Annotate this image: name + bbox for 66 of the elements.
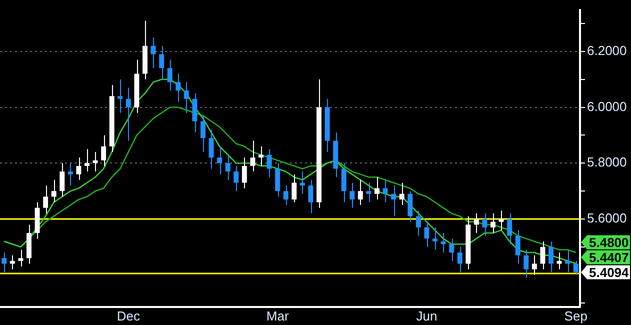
candlestick [60,162,65,198]
y-tick-label: 5.6000 [587,210,627,226]
candlestick [208,129,214,170]
candlestick [283,184,288,206]
candlestick [424,221,430,248]
candlestick [573,260,578,276]
candlestick [374,176,380,200]
candlestick [548,240,554,273]
candlestick [507,212,512,245]
candlestick [242,157,247,189]
candlestick [399,182,404,206]
candlestick [51,179,56,203]
candlestick [350,182,355,208]
candlestick [126,87,131,142]
candlestick [515,230,520,264]
candlestick [150,36,156,69]
candlestick [192,92,198,133]
y-tick-label: 5.8000 [587,154,627,170]
x-tick-label: Mar [266,308,290,324]
candlestick [68,162,73,186]
candlestick [184,82,189,114]
candlestick [234,165,239,192]
candlestick [532,254,537,276]
candlestick [341,162,346,203]
candlestick [300,171,305,194]
text: 5.4094 [589,264,629,280]
candlestick [408,190,413,222]
data-label: 5.4800 [589,234,629,250]
candlestick [101,134,106,166]
x-tick-label: Sep [564,308,588,324]
candlestick [266,148,272,178]
candlestick [118,78,123,114]
candlestick [43,184,48,214]
candlestick [482,212,488,236]
candlestick [18,249,24,267]
candlestick [250,140,256,172]
candlestick [457,246,462,273]
candlestick [416,210,421,236]
candlestick [176,73,181,102]
candlestick [225,154,230,180]
candlestick [292,174,297,203]
candlestick [308,179,314,214]
candlestick [540,240,546,270]
candlestick [159,45,164,80]
candlestick [217,146,222,175]
candlestick [200,115,206,152]
candlestick [76,157,82,180]
candlestick [490,212,496,234]
candlestick [391,184,396,217]
candlestick [524,249,529,278]
candlestick [275,162,280,198]
candlestick [366,182,372,203]
x-tick-label: Dec [116,308,140,324]
x-tick-label: Jun [416,308,438,324]
data-label: 5.4407 [589,250,629,265]
candlestick [167,59,172,92]
candlestick [2,252,7,273]
candlestick [84,148,90,172]
y-tick-label: 6.2000 [587,42,627,58]
candlestick [474,212,479,234]
y-tick-label: 6.0000 [587,98,627,114]
candlestick [432,226,438,250]
candlestick [449,238,454,262]
candlestick [358,179,363,206]
candlestick [382,179,388,203]
candlestick [498,210,504,231]
